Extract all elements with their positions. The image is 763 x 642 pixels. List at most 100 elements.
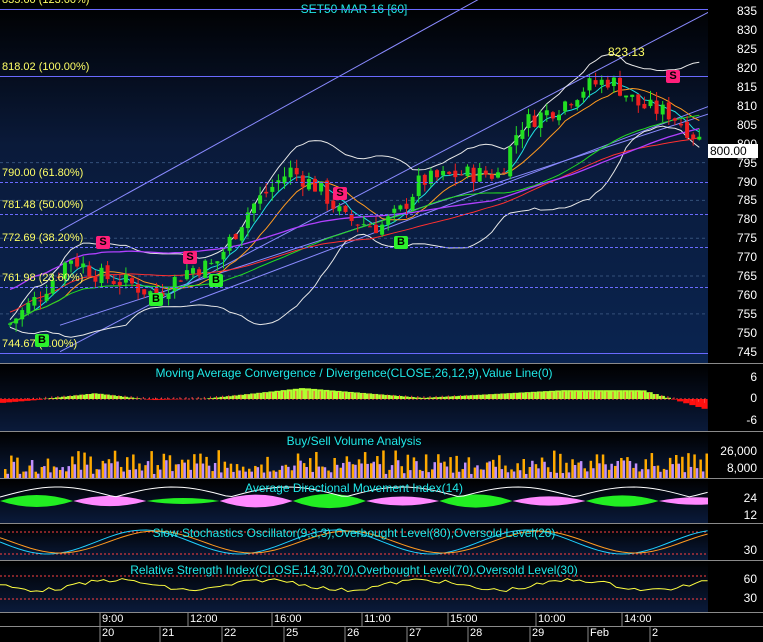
candle-body xyxy=(374,224,378,234)
candle-body xyxy=(587,78,592,91)
macd-panel[interactable]: Moving Average Convergence / Divergence(… xyxy=(0,364,708,431)
volume-sell-bar xyxy=(177,464,180,478)
adx-lobe xyxy=(0,494,74,508)
volume-buy-bar xyxy=(546,467,550,478)
price-y-tick: 795 xyxy=(736,155,757,170)
volume-buy-bar xyxy=(16,457,19,478)
volume-buy-bar xyxy=(180,459,184,478)
volume-buy-bar xyxy=(174,464,178,478)
candle-body xyxy=(154,288,159,295)
candle-body xyxy=(441,170,446,176)
volume-sell-bar xyxy=(43,466,46,478)
time-label: 11:00 xyxy=(364,613,391,625)
stochastic-k-line xyxy=(0,529,708,555)
volume-buy-bar xyxy=(357,459,361,478)
price-chart-canvas xyxy=(0,0,708,353)
volume-buy-bar xyxy=(126,457,129,478)
buy-signal-marker: B xyxy=(35,334,49,348)
volume-buy-bar xyxy=(351,464,355,478)
volume-sell-bar xyxy=(67,466,70,478)
volume-sell-bar xyxy=(342,462,345,478)
time-axis[interactable]: 9:00 12:00 16:00 11:00 15:00 10:00 14:00 20 21 22… xyxy=(0,612,763,642)
price-y-tick: 785 xyxy=(736,193,757,208)
candle-body xyxy=(221,251,226,260)
volume-buy-bar xyxy=(144,465,147,478)
volume-sell-bar xyxy=(360,463,363,478)
volume-buy-bar xyxy=(675,455,678,478)
volume-buy-bar xyxy=(510,469,513,478)
candle-body xyxy=(538,112,543,128)
macd-bar xyxy=(18,399,25,402)
volume-buy-bar xyxy=(4,469,7,478)
volume-sell-bar xyxy=(671,464,674,478)
volume-buy-bar xyxy=(223,461,227,478)
volume-buy-bar xyxy=(370,463,373,478)
candle-body xyxy=(26,303,31,314)
candle-body xyxy=(44,293,49,301)
candle-body xyxy=(550,112,555,119)
fib-line xyxy=(0,75,708,77)
volume-buy-bar xyxy=(668,457,672,478)
candle-body xyxy=(337,206,342,212)
candle-body xyxy=(605,79,610,88)
fib-line xyxy=(0,352,708,354)
candle-body xyxy=(648,99,653,107)
panel-divider xyxy=(0,560,763,561)
bollinger-lower xyxy=(9,125,700,338)
volume-sell-bar xyxy=(622,460,626,478)
candle-body xyxy=(459,174,464,176)
volume-sell-bar xyxy=(537,468,540,478)
price-y-axis[interactable]: 8358308258208158108058007957907857807757… xyxy=(708,0,763,363)
adx-lobe xyxy=(439,494,513,508)
candle-body xyxy=(367,226,372,228)
candle-body xyxy=(575,100,580,107)
volume-buy-bar xyxy=(272,470,275,478)
volume-sell-bar xyxy=(628,460,632,478)
candle-body xyxy=(404,203,409,209)
stochastic-panel[interactable]: Slow Stochastics Oscillator(9,3,3),Overb… xyxy=(0,524,708,560)
candle-body xyxy=(282,176,287,184)
adx-lobe xyxy=(366,496,440,506)
stochastic-canvas xyxy=(0,529,708,555)
candle-body xyxy=(508,146,513,177)
adx-lobe xyxy=(658,497,708,505)
volume-panel[interactable]: Buy/Sell Volume Analysis xyxy=(0,432,708,478)
volume-canvas xyxy=(4,450,708,478)
volume-sell-bar xyxy=(567,472,571,478)
candle-body xyxy=(697,136,702,140)
macd-bar xyxy=(677,399,684,402)
candle-body xyxy=(99,267,104,284)
rsi-panel[interactable]: Relative Strength Index(CLOSE,14,30,70),… xyxy=(0,561,708,612)
candle-body xyxy=(618,77,622,96)
macd-bar xyxy=(12,399,19,402)
candle-body xyxy=(50,280,55,294)
ma-80-line xyxy=(9,127,700,291)
candle-body xyxy=(654,100,659,114)
volume-sell-bar xyxy=(403,473,406,478)
panel-divider xyxy=(0,478,763,479)
adx-panel[interactable]: Average Directional Movement Index(14) xyxy=(0,479,708,523)
volume-buy-bar xyxy=(71,456,74,478)
y-tick: 24 xyxy=(743,491,757,505)
volume-sell-bar xyxy=(61,467,64,478)
sell-signal-marker: S xyxy=(666,69,680,83)
candle-body xyxy=(435,170,439,178)
volume-buy-bar xyxy=(504,465,507,478)
volume-sell-bar xyxy=(18,473,22,478)
time-label: 16:00 xyxy=(274,613,302,625)
fib-line xyxy=(0,9,708,11)
volume-buy-bar xyxy=(485,462,489,478)
price-chart-panel[interactable]: SET50 MAR 16 [60] 835.60 (123.60%) 818.02… xyxy=(0,0,708,363)
volume-sell-bar xyxy=(573,465,577,478)
volume-buy-bar xyxy=(162,453,166,478)
price-y-tick: 775 xyxy=(736,231,757,246)
volume-buy-bar xyxy=(58,469,62,478)
volume-buy-bar xyxy=(620,457,623,478)
volume-sell-bar xyxy=(476,465,479,478)
volume-buy-bar xyxy=(540,457,544,478)
volume-sell-bar xyxy=(683,472,687,478)
volume-buy-bar xyxy=(52,466,56,478)
volume-buy-bar xyxy=(406,454,410,478)
candle-body xyxy=(252,203,256,214)
volume-sell-bar xyxy=(561,473,565,478)
